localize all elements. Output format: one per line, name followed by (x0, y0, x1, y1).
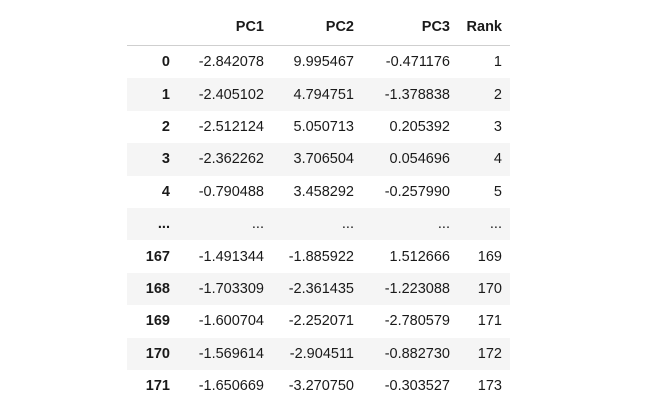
cell-pc3: ... (437, 216, 450, 233)
table-row: 1 -2.405102 4.794751 -1.378838 2 (127, 78, 510, 111)
cell-rank: 5 (493, 183, 502, 200)
table-row: 169 -1.600704 -2.252071 -2.780579 171 (127, 305, 510, 337)
ellipsis-row: ... ... ... ... ... (127, 207, 510, 241)
cell-pc3: -1.223088 (384, 280, 450, 297)
dataframe-table: PC1 PC2 PC3 Rank 0 -2.842078 9.995467 -0… (127, 9, 510, 402)
cell-rank: 4 (493, 151, 502, 168)
cell-pc1: -1.600704 (198, 313, 264, 330)
cell-pc2: 3.458292 (293, 183, 354, 200)
cell-pc1: -2.362262 (198, 151, 264, 168)
row-index: 3 (161, 151, 170, 168)
table-header: PC1 PC2 PC3 Rank (127, 9, 510, 46)
cell-rank: 169 (477, 248, 502, 265)
cell-pc2: 9.995467 (293, 54, 354, 71)
cell-pc2: -2.252071 (288, 313, 354, 330)
cell-pc1: -1.650669 (198, 378, 264, 395)
cell-rank: 1 (493, 54, 502, 71)
table-row: 4 -0.790488 3.458292 -0.257990 5 (127, 176, 510, 208)
table-row: 0 -2.842078 9.995467 -0.471176 1 (127, 46, 510, 79)
cell-rank: 173 (477, 378, 502, 395)
cell-pc3: -0.257990 (384, 183, 450, 200)
row-index: 1 (161, 86, 170, 103)
header-pc3: PC3 (362, 9, 458, 46)
row-index: 4 (161, 183, 170, 200)
cell-pc1: -2.512124 (198, 118, 264, 135)
row-index: ... (157, 216, 170, 233)
cell-pc3: -0.882730 (384, 345, 450, 362)
header-pc1: PC1 (178, 9, 272, 46)
table-row: 167 -1.491344 -1.885922 1.512666 169 (127, 240, 510, 272)
dataframe-output: PC1 PC2 PC3 Rank 0 -2.842078 9.995467 -0… (127, 9, 510, 402)
cell-pc3: 0.054696 (389, 151, 450, 168)
cell-pc2: 3.706504 (293, 151, 354, 168)
cell-rank: 3 (493, 118, 502, 135)
cell-pc2: ... (341, 216, 354, 233)
cell-pc3: -1.378838 (384, 86, 450, 103)
cell-rank: 171 (477, 313, 502, 330)
table-row: 2 -2.512124 5.050713 0.205392 3 (127, 111, 510, 143)
cell-pc3: 0.205392 (389, 118, 450, 135)
cell-pc1: -2.842078 (198, 54, 264, 71)
table-body: 0 -2.842078 9.995467 -0.471176 1 1 -2.40… (127, 46, 510, 403)
header-pc2: PC2 (272, 9, 362, 46)
row-index: 0 (161, 54, 170, 71)
row-index: 170 (145, 345, 170, 362)
row-index: 168 (145, 280, 170, 297)
table-row: 168 -1.703309 -2.361435 -1.223088 170 (127, 272, 510, 306)
cell-rank: 170 (477, 280, 502, 297)
cell-pc2: -2.361435 (288, 280, 354, 297)
cell-pc2: 4.794751 (293, 86, 354, 103)
cell-pc3: -0.303527 (384, 378, 450, 395)
cell-pc1: -0.790488 (198, 183, 264, 200)
cell-rank: 2 (493, 86, 502, 103)
header-rank: Rank (458, 9, 510, 46)
cell-pc2: 5.050713 (293, 118, 354, 135)
cell-rank: 172 (477, 345, 502, 362)
cell-pc1: -1.569614 (198, 345, 264, 362)
cell-pc1: -1.703309 (198, 280, 264, 297)
cell-pc2: -1.885922 (288, 248, 354, 265)
header-index (127, 9, 178, 46)
cell-pc2: -2.904511 (289, 345, 354, 362)
cell-pc1: -2.405102 (198, 86, 264, 103)
cell-rank: ... (489, 216, 502, 233)
row-index: 171 (145, 378, 170, 395)
cell-pc3: -2.780579 (384, 313, 450, 330)
row-index: 2 (161, 118, 170, 135)
table-row: 171 -1.650669 -3.270750 -0.303527 173 (127, 370, 510, 402)
cell-pc1: -1.491344 (198, 248, 264, 265)
header-row: PC1 PC2 PC3 Rank (127, 9, 510, 46)
table-row: 3 -2.362262 3.706504 0.054696 4 (127, 143, 510, 176)
cell-pc1: ... (251, 216, 264, 233)
cell-pc3: -0.471176 (385, 54, 450, 71)
row-index: 167 (145, 248, 170, 265)
cell-pc2: -3.270750 (288, 378, 354, 395)
table-row: 170 -1.569614 -2.904511 -0.882730 172 (127, 337, 510, 370)
row-index: 169 (145, 313, 170, 330)
cell-pc3: 1.512666 (389, 248, 450, 265)
